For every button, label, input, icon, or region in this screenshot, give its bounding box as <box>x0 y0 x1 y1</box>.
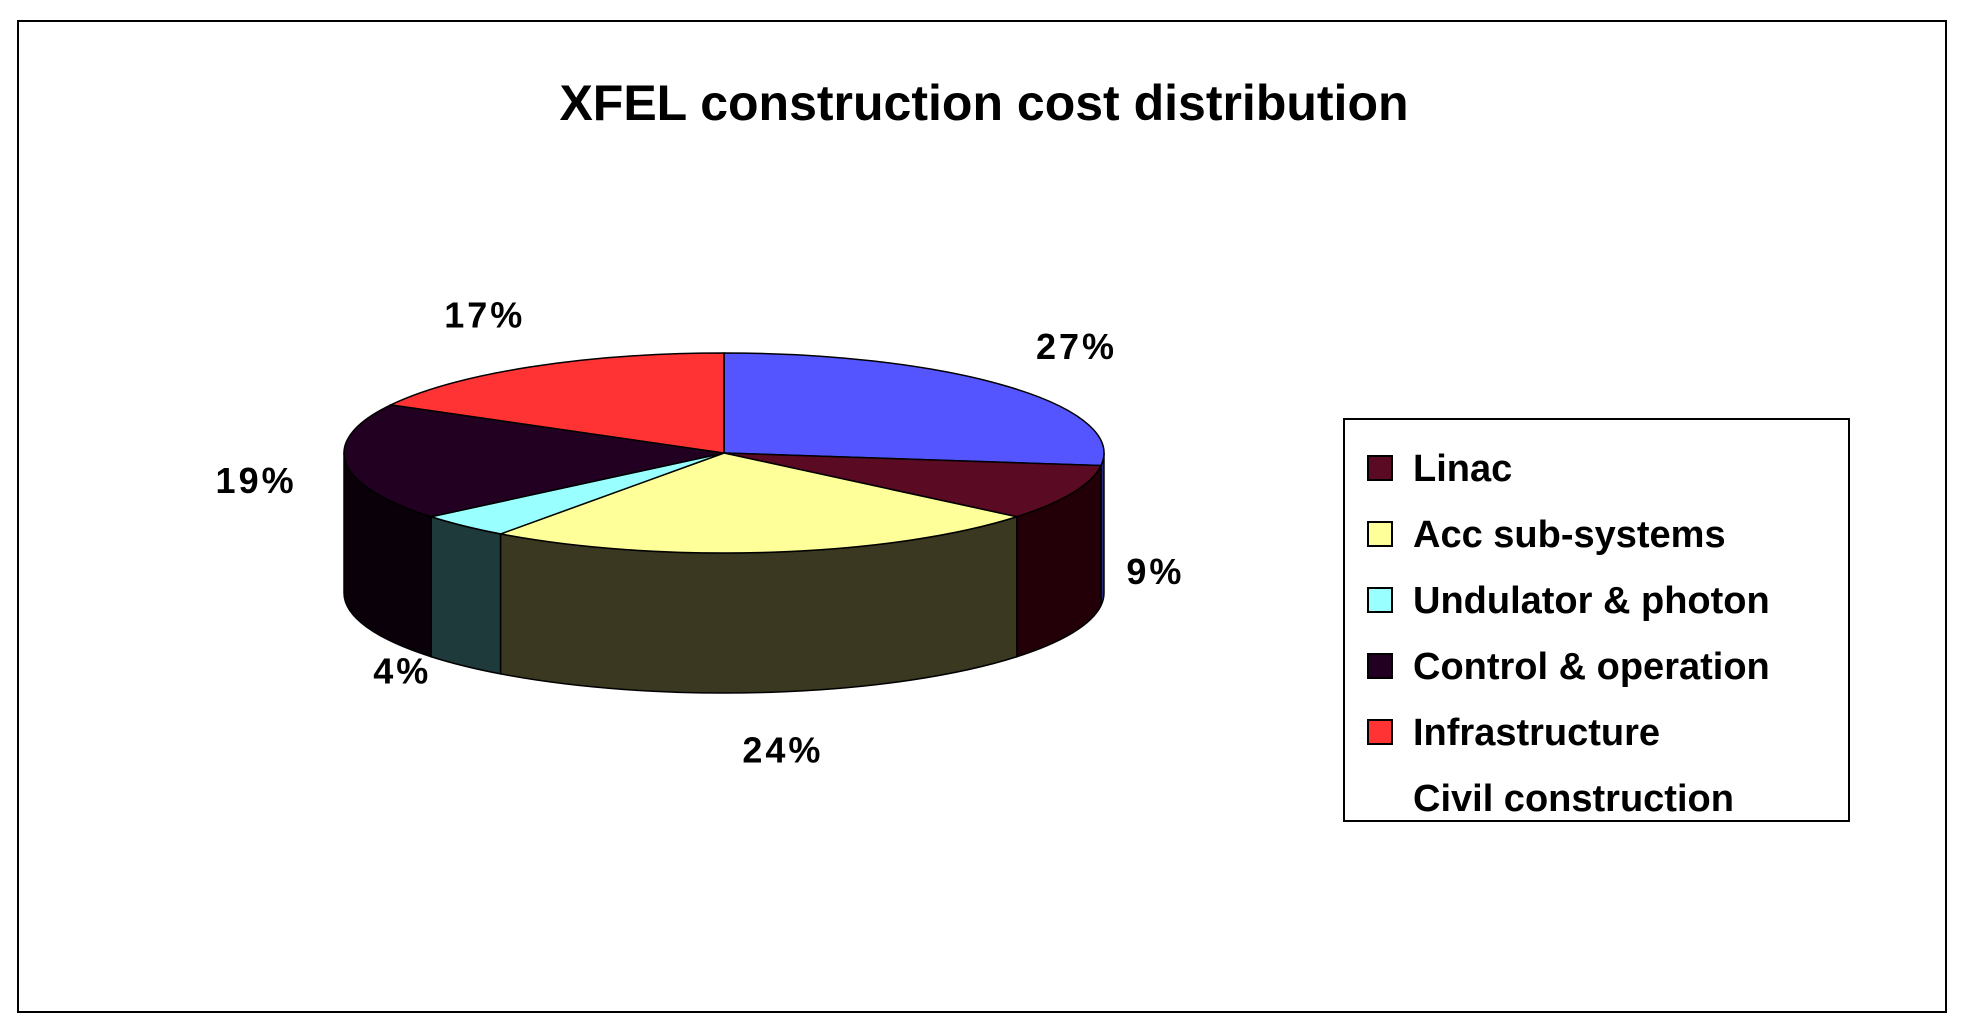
pie-labels: 27% 9% 24% 4% 19% 17% <box>216 294 1184 771</box>
pie-tops <box>343 352 1105 554</box>
legend-entry-civil-construction: Civil construction <box>1413 778 1734 820</box>
chart-frame: XFEL construction cost distribution 27% 9… <box>17 20 1947 1013</box>
legend-entry-acc-sub-systems: Acc sub-systems <box>1413 514 1726 556</box>
legend-box <box>1343 418 1850 822</box>
data-label-infrastructure: 17% <box>444 294 525 335</box>
data-label-control-and-operation: 19% <box>216 460 297 501</box>
pie-slice-acc-sub-systems <box>497 452 1020 554</box>
data-label-civil-construction: 27% <box>1036 326 1117 367</box>
legend-swatch-linac <box>1367 455 1393 481</box>
pie-slice-civil-construction <box>723 352 1105 467</box>
pie-slice-control-and-operation <box>343 404 725 518</box>
legend-entry-control-and-operation: Control & operation <box>1413 646 1770 688</box>
pie-sides <box>343 452 1105 694</box>
legend-swatch-acc-sub-systems <box>1367 521 1393 547</box>
legend-entry-undulator-and-photon: Undulator & photon <box>1413 580 1770 622</box>
pie-slice-infrastructure <box>388 352 725 454</box>
pie-slice-linac <box>723 452 1103 518</box>
data-label-linac: 9% <box>1126 551 1184 592</box>
legend-swatch-control-and-operation <box>1367 653 1393 679</box>
chart-title: XFEL construction cost distribution <box>559 75 1408 131</box>
legend-entry-infrastructure: Infrastructure <box>1413 712 1660 754</box>
legend-swatch-undulator-and-photon <box>1367 587 1393 613</box>
legend-swatch-infrastructure <box>1367 719 1393 745</box>
pie-chart: XFEL construction cost distribution 27% 9… <box>216 75 1850 822</box>
legend: Linac Acc sub-systems Undulator & photon Co… <box>1343 418 1850 822</box>
legend-entry-linac: Linac <box>1413 448 1512 490</box>
data-label-undulator-and-photon: 4% <box>373 651 431 692</box>
pie-side-undulator-and-photon <box>430 515 502 675</box>
data-label-acc-sub-systems: 24% <box>742 730 823 771</box>
